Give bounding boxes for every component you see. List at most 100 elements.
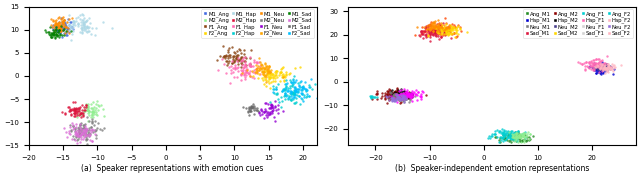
- Point: [393, 95, 403, 98]
- Point: [436, 27, 446, 30]
- Point: [499, 132, 509, 135]
- Point: [426, 29, 436, 32]
- Point: [445, 25, 455, 27]
- Point: [429, 29, 440, 32]
- Point: [387, 96, 397, 99]
- Point: [588, 63, 598, 66]
- Point: [68, 28, 78, 30]
- Point: [70, 126, 80, 129]
- Point: [429, 22, 440, 25]
- Point: [416, 97, 426, 100]
- Point: [248, 105, 258, 108]
- Point: [386, 94, 396, 97]
- Point: [54, 30, 65, 32]
- Point: [505, 135, 515, 138]
- Point: [261, 73, 271, 76]
- Point: [616, 64, 627, 66]
- Point: [82, 127, 92, 130]
- Point: [249, 68, 259, 71]
- Point: [433, 25, 444, 28]
- Point: [398, 93, 408, 96]
- Point: [424, 24, 435, 27]
- Point: [593, 69, 604, 72]
- Point: [271, 70, 281, 72]
- Point: [84, 120, 94, 122]
- Point: [386, 96, 396, 99]
- Point: [436, 28, 446, 31]
- Point: [609, 64, 619, 67]
- Point: [74, 129, 84, 132]
- Point: [280, 76, 290, 79]
- Point: [92, 133, 102, 136]
- Point: [435, 30, 445, 33]
- Point: [70, 112, 80, 115]
- Point: [597, 66, 607, 69]
- Point: [508, 136, 518, 139]
- Point: [447, 33, 458, 36]
- Point: [396, 98, 406, 100]
- Point: [271, 87, 282, 90]
- Point: [398, 94, 408, 97]
- Point: [246, 107, 256, 109]
- Point: [285, 85, 295, 88]
- Point: [595, 64, 605, 67]
- Point: [86, 131, 96, 133]
- Point: [54, 29, 65, 32]
- Point: [294, 103, 305, 105]
- Point: [602, 55, 612, 58]
- Point: [598, 67, 608, 70]
- Point: [442, 33, 452, 36]
- Point: [256, 67, 266, 70]
- Point: [280, 86, 291, 89]
- Point: [589, 67, 600, 70]
- Point: [279, 75, 289, 78]
- Point: [392, 87, 403, 89]
- Point: [438, 24, 449, 27]
- Point: [431, 24, 442, 27]
- Point: [600, 66, 611, 69]
- Point: [427, 23, 437, 26]
- Point: [429, 31, 439, 34]
- Point: [83, 111, 93, 114]
- Point: [58, 28, 68, 31]
- Point: [503, 134, 513, 137]
- Point: [392, 96, 403, 99]
- Point: [56, 16, 67, 19]
- Point: [429, 30, 440, 33]
- Point: [499, 129, 509, 132]
- Point: [401, 95, 412, 98]
- Point: [81, 128, 91, 131]
- Point: [397, 98, 407, 101]
- Point: [598, 72, 608, 75]
- Point: [264, 70, 275, 73]
- Point: [253, 61, 264, 64]
- Point: [236, 73, 246, 75]
- Point: [602, 67, 612, 70]
- Point: [506, 132, 516, 135]
- Point: [286, 98, 296, 101]
- Point: [74, 109, 84, 112]
- Point: [54, 29, 64, 32]
- Point: [400, 95, 410, 98]
- Point: [598, 68, 609, 71]
- Point: [284, 73, 294, 76]
- Point: [228, 60, 239, 62]
- Point: [424, 35, 435, 38]
- Point: [493, 140, 504, 143]
- Point: [67, 124, 77, 127]
- Point: [285, 91, 296, 94]
- Point: [285, 87, 295, 90]
- Point: [231, 57, 241, 60]
- Point: [382, 92, 392, 95]
- Point: [397, 93, 407, 96]
- Point: [69, 24, 79, 26]
- Point: [75, 122, 85, 125]
- Point: [596, 65, 607, 68]
- Point: [451, 32, 461, 35]
- Point: [234, 48, 244, 51]
- Point: [49, 30, 59, 33]
- Point: [50, 28, 60, 31]
- Point: [51, 33, 61, 35]
- Point: [399, 92, 410, 95]
- Point: [433, 25, 444, 28]
